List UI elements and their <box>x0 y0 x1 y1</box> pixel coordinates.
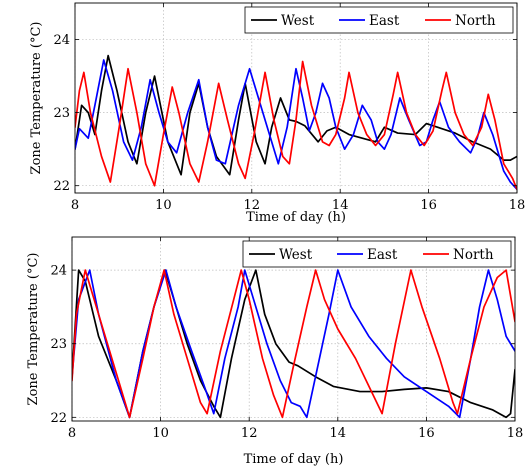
x-tick-label-10: 10 <box>152 426 169 441</box>
y-tick-label-24: 24 <box>53 33 70 48</box>
x-tick-label-18: 18 <box>509 198 526 213</box>
x-tick-label-16: 16 <box>418 426 435 441</box>
x-tick-label-8: 8 <box>71 198 79 213</box>
series-line-north <box>75 60 517 191</box>
y-tick-label-23: 23 <box>53 106 70 121</box>
y-tick-label-22: 22 <box>50 411 67 426</box>
x-tick-label-14: 14 <box>332 198 349 213</box>
legend: West East North <box>244 6 514 34</box>
plot-frame <box>74 2 518 194</box>
y-tick-label-23: 23 <box>50 337 67 352</box>
series-line-west <box>75 54 517 176</box>
legend-label-east: East <box>369 13 400 29</box>
legend-label-north: North <box>453 247 494 263</box>
x-tick-label-10: 10 <box>155 198 172 213</box>
x-axis-label: Time of day (h) <box>244 452 344 467</box>
legend-label-north: North <box>455 13 496 29</box>
x-tick-label-12: 12 <box>244 198 261 213</box>
x-tick-label-16: 16 <box>420 198 437 213</box>
series-line-north <box>72 269 515 419</box>
legend: West East North <box>242 240 512 268</box>
y-axis-label: Zone Temperature (°C) <box>29 22 44 175</box>
plot-frame <box>71 236 516 422</box>
x-axis-label: Time of day (h) <box>246 210 346 225</box>
legend-label-east: East <box>367 247 398 263</box>
chart-top: 8 10 12 14 16 18 22 23 24 Time of day (h) Zone Tem… <box>29 2 526 225</box>
legend-box <box>244 6 514 34</box>
series-line-east <box>72 269 515 419</box>
legend-label-west: West <box>279 247 313 263</box>
series-line-east <box>75 59 517 191</box>
x-tick-label-12: 12 <box>241 426 258 441</box>
x-tick-label-18: 18 <box>507 426 524 441</box>
x-tick-label-8: 8 <box>68 426 76 441</box>
legend-box <box>242 240 512 268</box>
y-tick-label-22: 22 <box>53 179 70 194</box>
series-group <box>72 269 515 419</box>
y-axis-label: Zone Temperature (°C) <box>26 253 41 406</box>
legend-label-west: West <box>281 13 315 29</box>
x-tick-label-14: 14 <box>330 426 347 441</box>
chart-bottom: 8 10 12 14 16 18 22 23 24 Time of day (h) Zone Tem… <box>26 236 524 467</box>
y-tick-label-24: 24 <box>50 264 67 279</box>
series-group <box>75 54 517 191</box>
